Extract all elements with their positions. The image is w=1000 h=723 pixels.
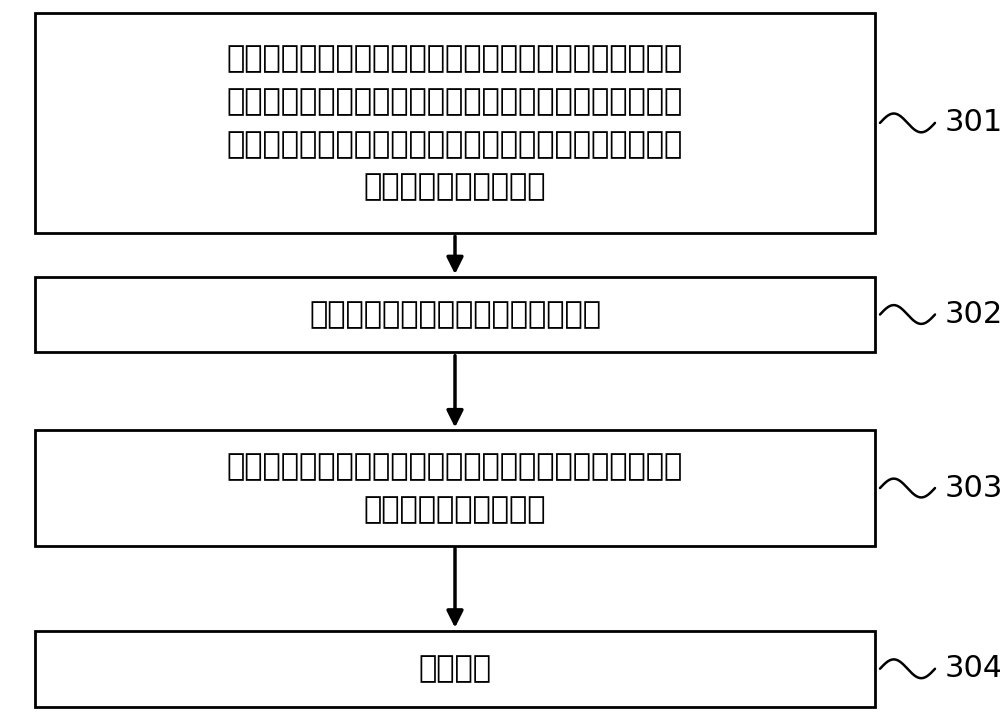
Bar [35,430,875,546]
Text: 302: 302 [945,300,1000,329]
Bar [35,12,875,233]
Text: 去除光阻: 去除光阻 [418,654,492,683]
Text: 303: 303 [945,474,1000,502]
Text: 刻蚀去除目标区域的第二硬掩模层和第一硬掩模层，直至
目标区域的金属层暴露: 刻蚀去除目标区域的第二硬掩模层和第一硬掩模层，直至 目标区域的金属层暴露 [227,452,683,524]
Text: 通过光刻工艺在第二硬掩模层的除目标区域以外的其它区
域覆盖光阻，第二硬掩模层形成于第一硬掩模层上，第一
硬掩模层形成于金属层上，金属层形成于介质层和形成于
介质: 通过光刻工艺在第二硬掩模层的除目标区域以外的其它区 域覆盖光阻，第二硬掩模层形成… [227,44,683,202]
Text: 304: 304 [945,654,1000,683]
Text: 对光阻进行修剪处理，使光阻被减薄: 对光阻进行修剪处理，使光阻被减薄 [309,300,601,329]
Text: 301: 301 [945,108,1000,137]
Bar [35,276,875,353]
Bar [35,630,875,707]
